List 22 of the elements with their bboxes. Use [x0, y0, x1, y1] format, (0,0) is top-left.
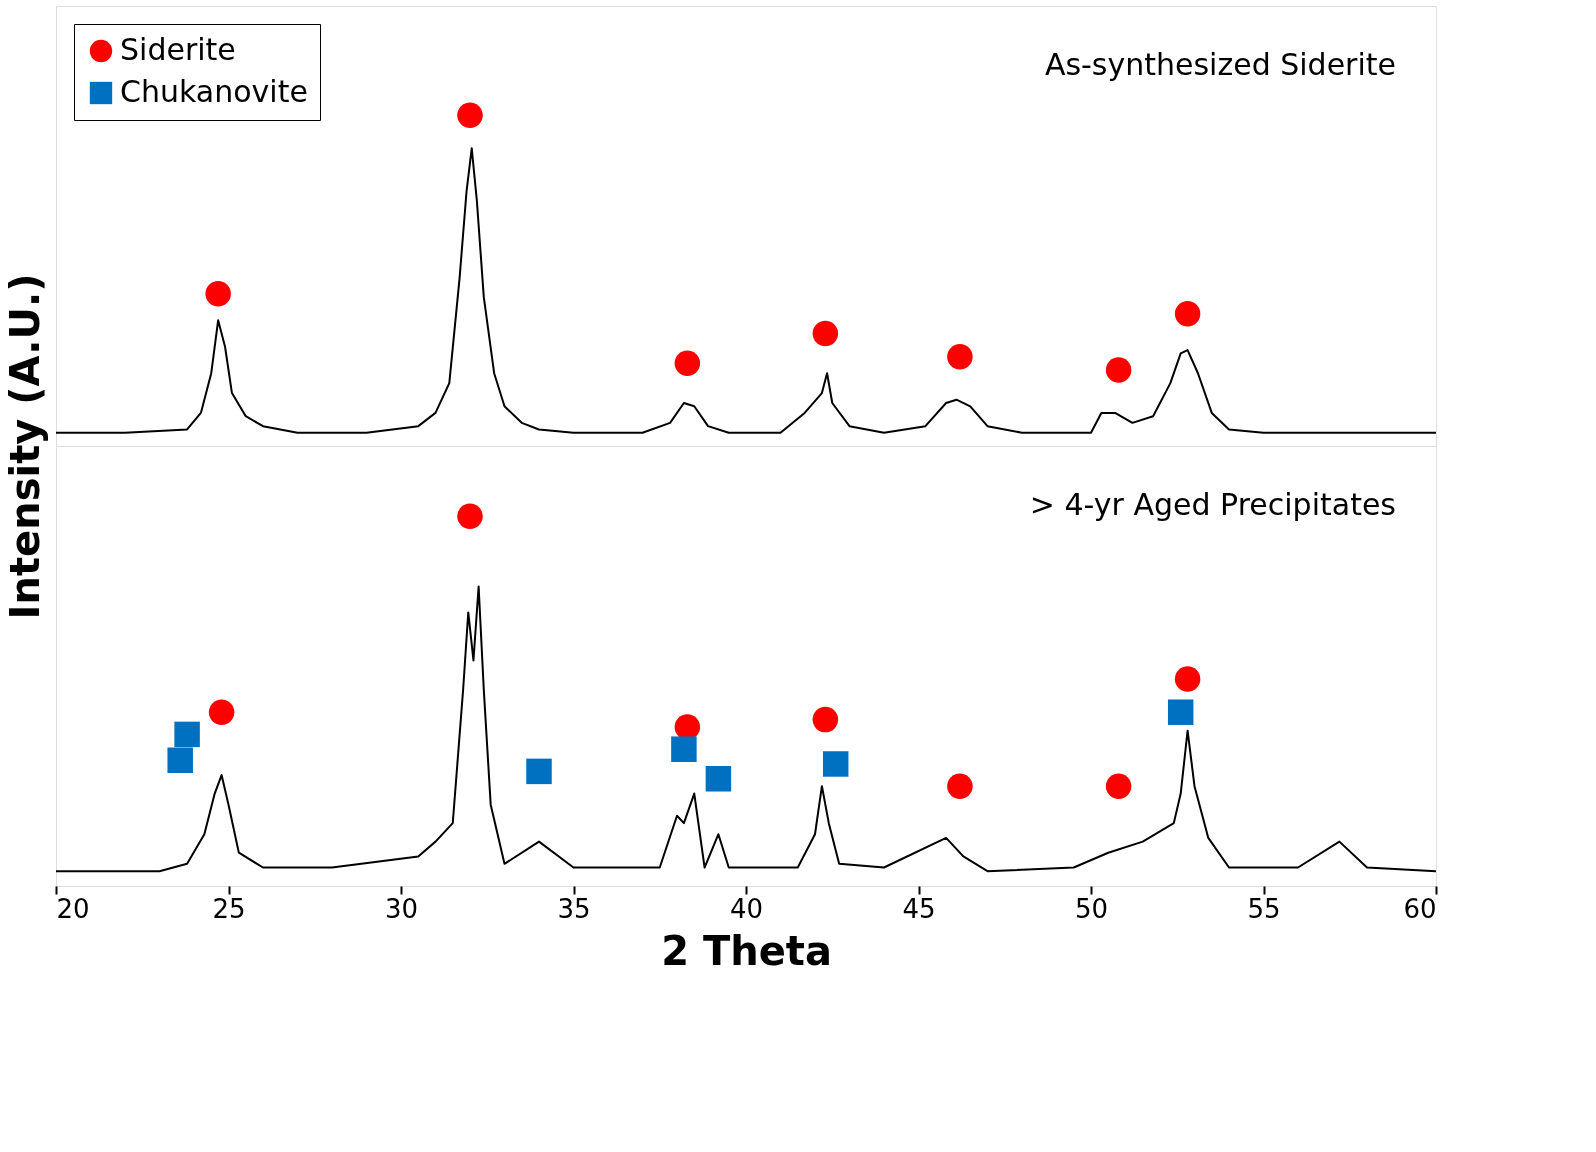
point [457, 102, 483, 128]
point [1105, 357, 1132, 383]
x-tick-label: 20 [56, 893, 90, 924]
point [674, 350, 701, 377]
x-tick-label: 35 [557, 893, 591, 924]
point [812, 320, 839, 347]
text: As-synthesized Siderite [1044, 47, 1396, 82]
x-tick-label: 60 [1403, 893, 1437, 924]
x-tick-label: 50 [1074, 893, 1109, 924]
x-tick-label: 25 [212, 893, 246, 924]
x-tick-label: 30 [384, 893, 419, 924]
x-tick-label: 45 [902, 893, 936, 924]
point [1174, 300, 1201, 327]
x-axis-title: 2 Theta [661, 927, 832, 974]
annotation: > 4-yr Aged Precipitates [1029, 487, 1396, 522]
x-tick-label: 40 [729, 893, 764, 924]
y-axis-title: Intensity (A.U.) [1, 273, 48, 620]
point [205, 281, 231, 307]
legend-label: Siderite [120, 32, 236, 67]
legend-label: Chukanovite [120, 74, 308, 109]
point [947, 343, 973, 370]
x-tick-label: 55 [1247, 893, 1281, 924]
